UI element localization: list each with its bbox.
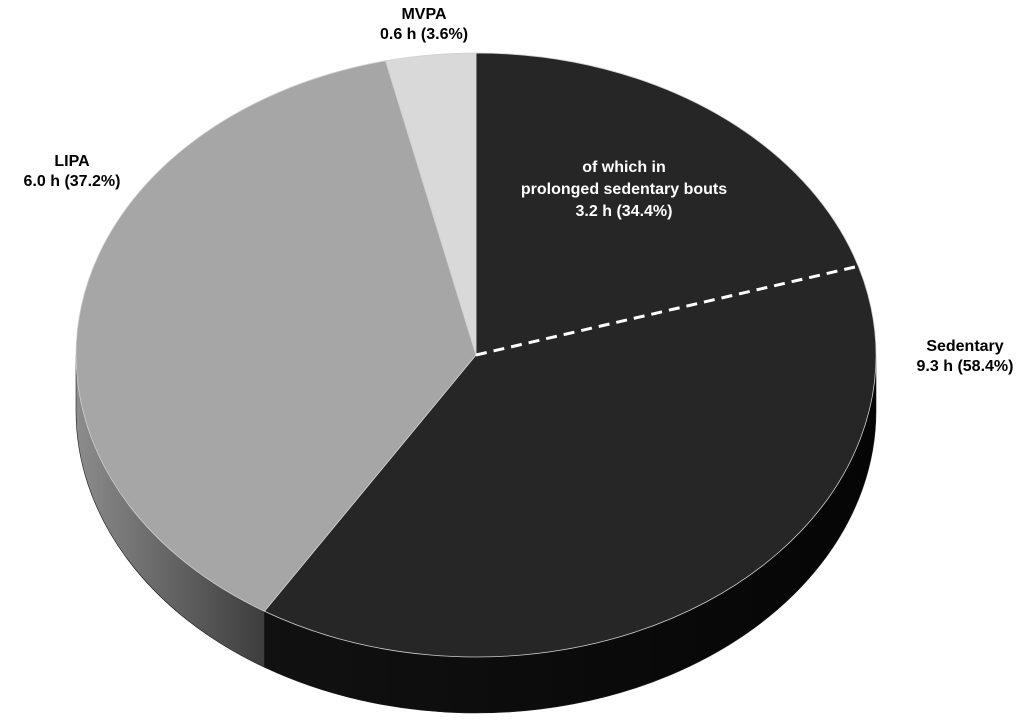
pie-slice-lipa	[75, 60, 477, 612]
sub-segment-label: of which in prolonged sedentary bouts 3.2 …	[521, 159, 727, 220]
sub-segment-divider	[475, 264, 859, 357]
pie-labels: Sedentary 9.3 h (58.4%) LIPA 6.0 h (37.2%) M…	[24, 6, 1014, 375]
slice-label-mvpa: MVPA 0.6 h (3.6%)	[380, 6, 468, 43]
slice-label-sedentary: Sedentary 9.3 h (58.4%)	[917, 338, 1014, 375]
slice-label-lipa: LIPA 6.0 h (37.2%)	[24, 153, 121, 190]
pie-slice-sedentary	[263, 52, 877, 658]
pie-slice-mvpa	[385, 52, 477, 356]
pie-slices	[75, 52, 877, 658]
